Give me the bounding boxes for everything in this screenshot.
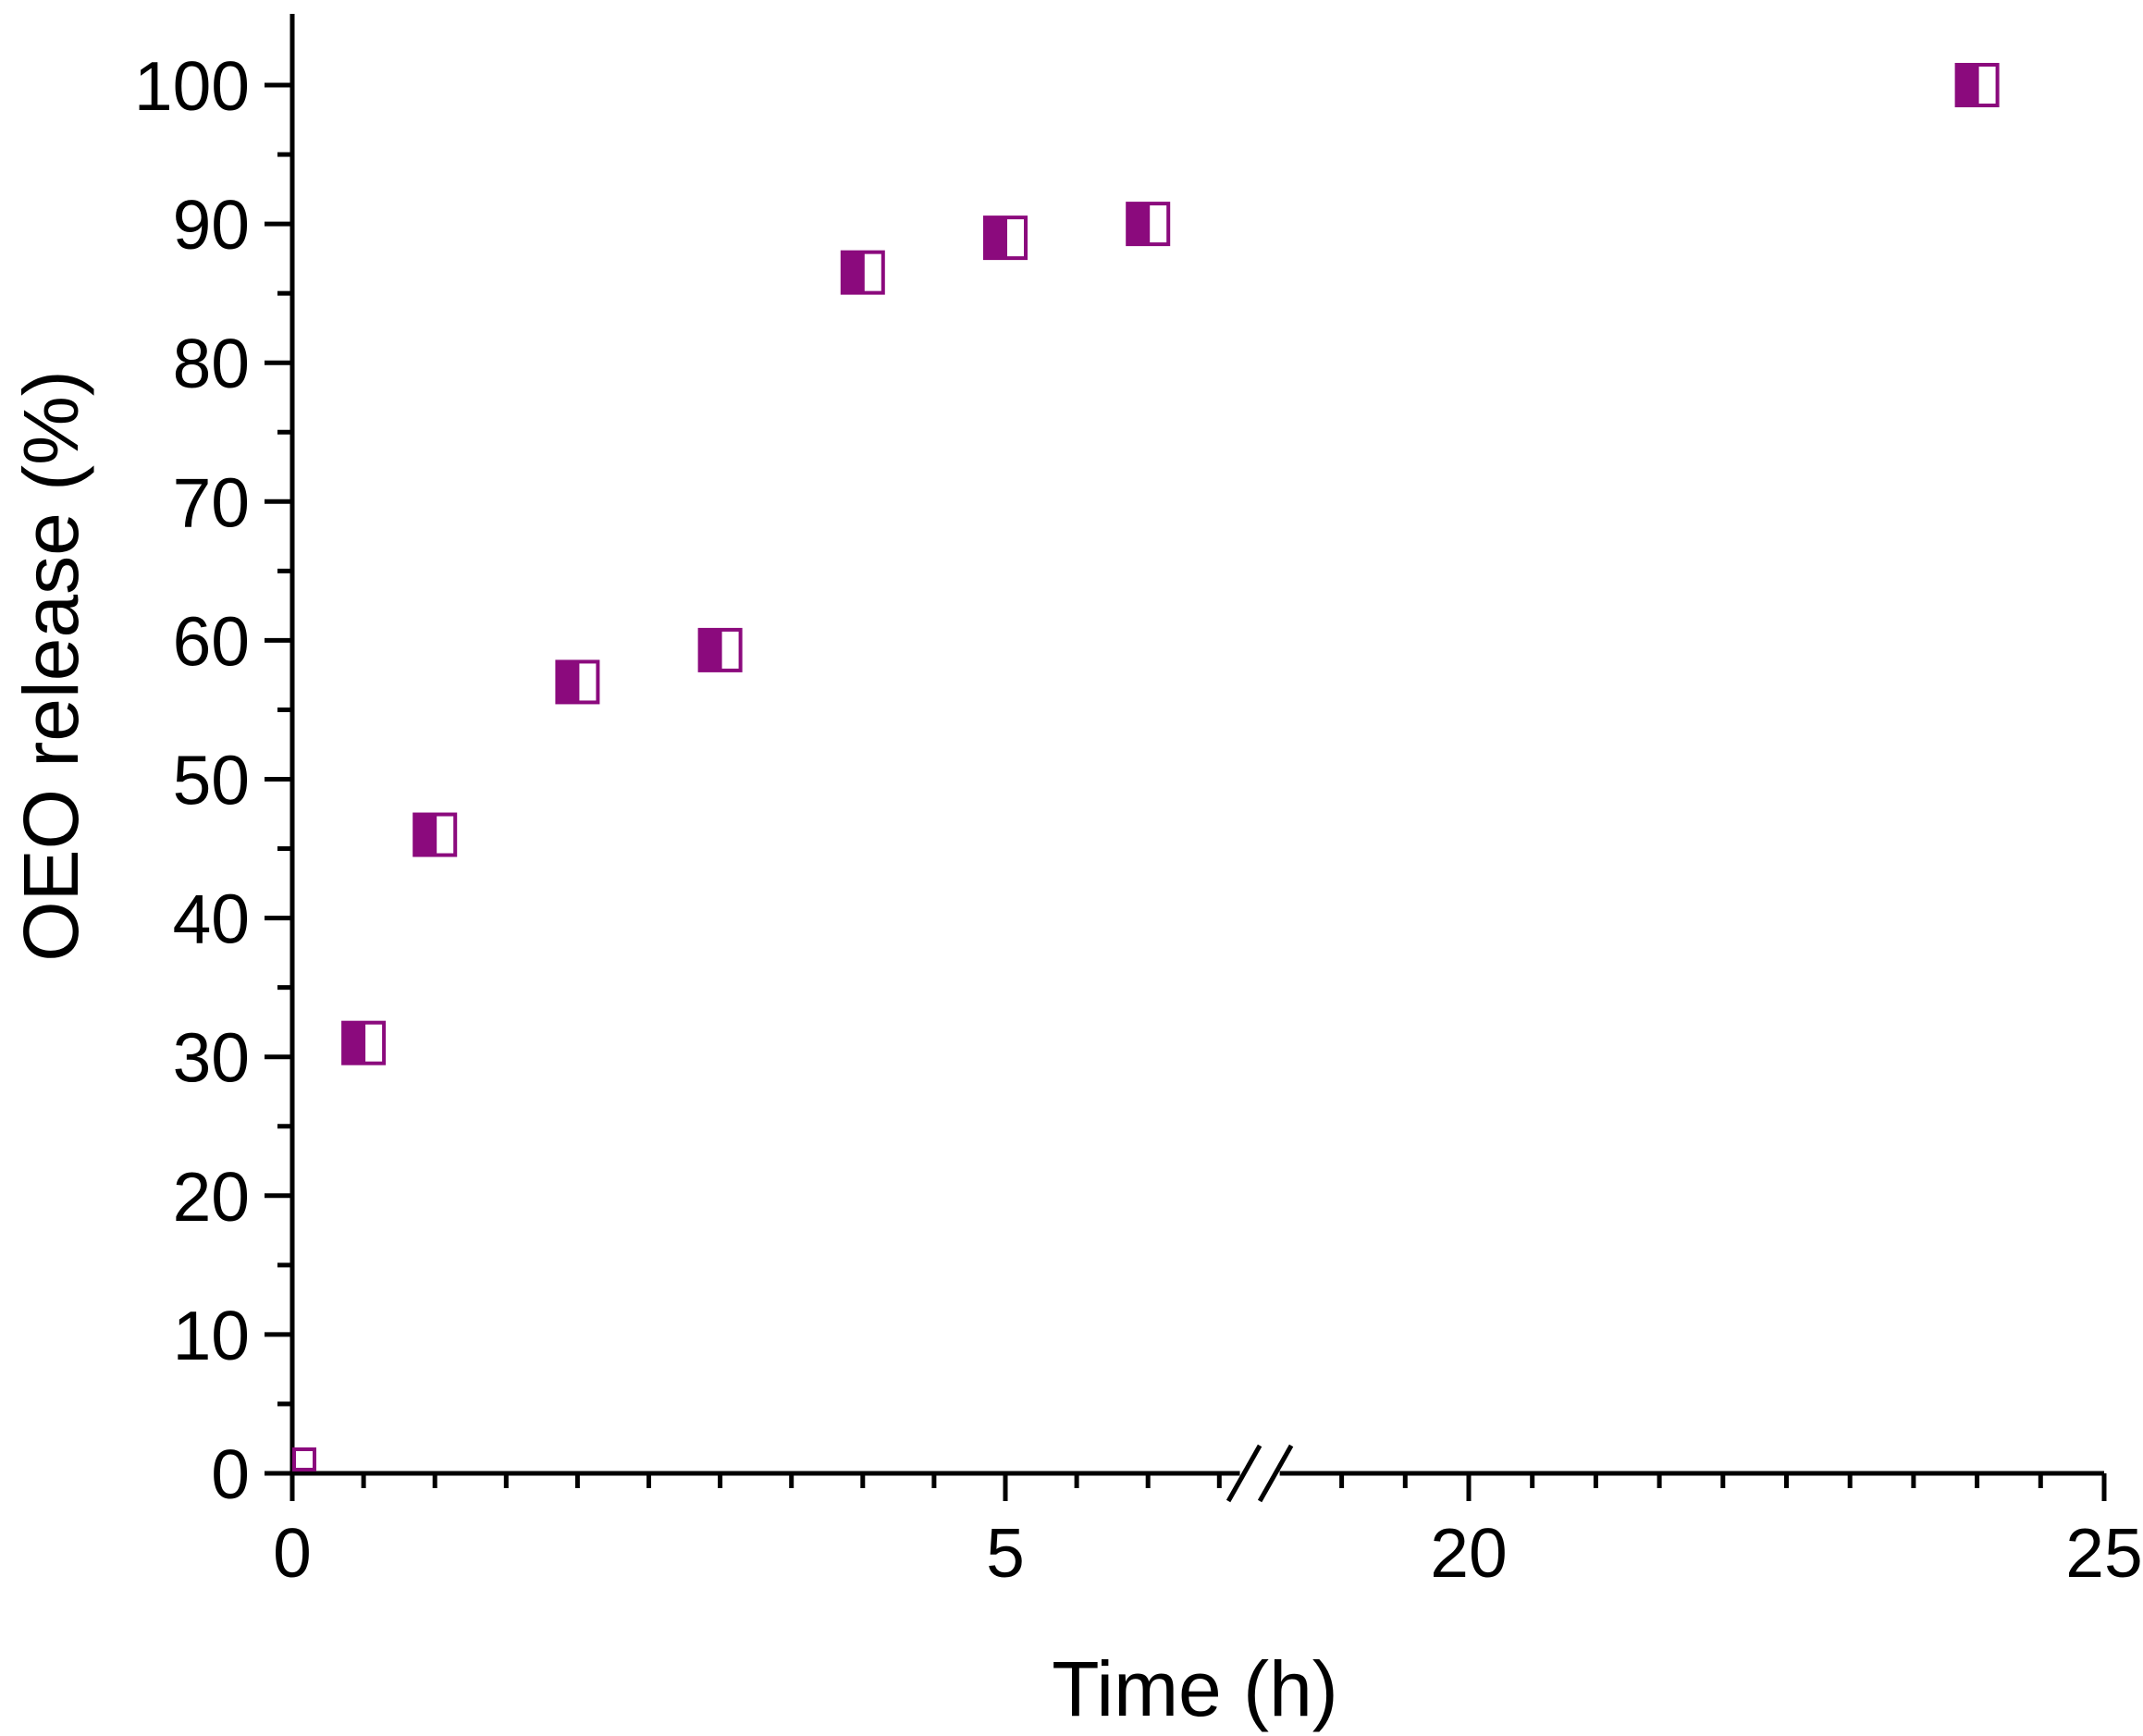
y-tick-label: 50 bbox=[173, 742, 250, 819]
data-points bbox=[294, 65, 1998, 1470]
y-tick-label: 90 bbox=[173, 186, 250, 264]
data-point bbox=[343, 1023, 384, 1064]
y-tick-label: 20 bbox=[173, 1158, 250, 1236]
y-axis-ticks: 0 10 20 30 40 50 60 70 80 90 100 bbox=[134, 47, 292, 1513]
x-tick-label: 20 bbox=[1430, 1514, 1507, 1592]
data-point bbox=[1957, 65, 1998, 105]
x-tick-label: 5 bbox=[986, 1514, 1025, 1592]
y-tick-label: 70 bbox=[173, 463, 250, 541]
y-tick-label: 30 bbox=[173, 1019, 250, 1097]
x-tick-label: 0 bbox=[273, 1514, 312, 1592]
y-tick-label: 80 bbox=[173, 325, 250, 402]
data-point bbox=[843, 252, 883, 293]
y-axis-title: OEO release (%) bbox=[7, 370, 94, 962]
data-point bbox=[985, 217, 1026, 258]
x-axis-ticks: 0 5 20 25 bbox=[273, 1473, 2143, 1592]
x-tick-label: 25 bbox=[2065, 1514, 2142, 1592]
y-tick-label: 10 bbox=[173, 1297, 250, 1374]
y-tick-label: 100 bbox=[134, 47, 250, 125]
data-point bbox=[414, 815, 455, 856]
y-tick-label: 40 bbox=[173, 880, 250, 958]
axes bbox=[292, 14, 2104, 1501]
data-point bbox=[557, 661, 597, 702]
data-point bbox=[1127, 203, 1168, 244]
data-point bbox=[294, 1449, 314, 1470]
y-tick-label: 60 bbox=[173, 602, 250, 680]
data-point bbox=[700, 630, 741, 671]
y-tick-label: 0 bbox=[211, 1435, 250, 1513]
x-axis-title: Time (h) bbox=[1052, 1645, 1338, 1732]
